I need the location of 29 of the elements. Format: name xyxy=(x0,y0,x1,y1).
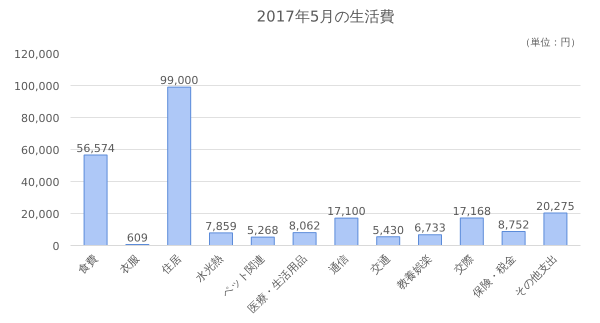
data-label: 56,574 xyxy=(76,142,115,155)
data-label: 6,733 xyxy=(414,222,446,235)
text: （単位：円） xyxy=(520,36,580,48)
data-label: 8,752 xyxy=(498,218,530,232)
data-label: 609 xyxy=(126,232,148,245)
x-tick-label: 食費 xyxy=(75,252,100,277)
y-tick-label: 80,000 xyxy=(21,112,60,125)
y-tick-label: 100,000 xyxy=(14,80,60,93)
data-label: 20,275 xyxy=(536,200,575,214)
data-label: 8,062 xyxy=(288,220,320,233)
x-tick-label: 衣服 xyxy=(117,252,142,277)
x-tick-label: 教養娯楽 xyxy=(394,252,435,292)
y-tick-label: 0 xyxy=(52,240,60,253)
y-tick-label: 60,000 xyxy=(21,144,60,157)
y-tick-label: 120,000 xyxy=(14,48,60,61)
data-label: 17,100 xyxy=(327,205,366,218)
x-tick-label: 交際 xyxy=(452,252,476,277)
data-label: 7,859 xyxy=(205,220,237,233)
x-tick-label: 水光熱 xyxy=(193,252,226,284)
x-tick-label: 通信 xyxy=(326,252,351,277)
chart-title: 2017年5月の生活費 xyxy=(256,8,394,26)
data-label: 5,268 xyxy=(247,224,279,238)
y-tick-label: 40,000 xyxy=(21,176,60,189)
data-label: 99,000 xyxy=(160,74,198,88)
x-tick-label: 住居 xyxy=(159,252,184,277)
y-tick-label: 20,000 xyxy=(21,208,60,221)
x-tick-label: 交通 xyxy=(368,252,393,277)
data-label: 5,430 xyxy=(372,224,404,237)
data-label: 17,168 xyxy=(452,205,492,218)
